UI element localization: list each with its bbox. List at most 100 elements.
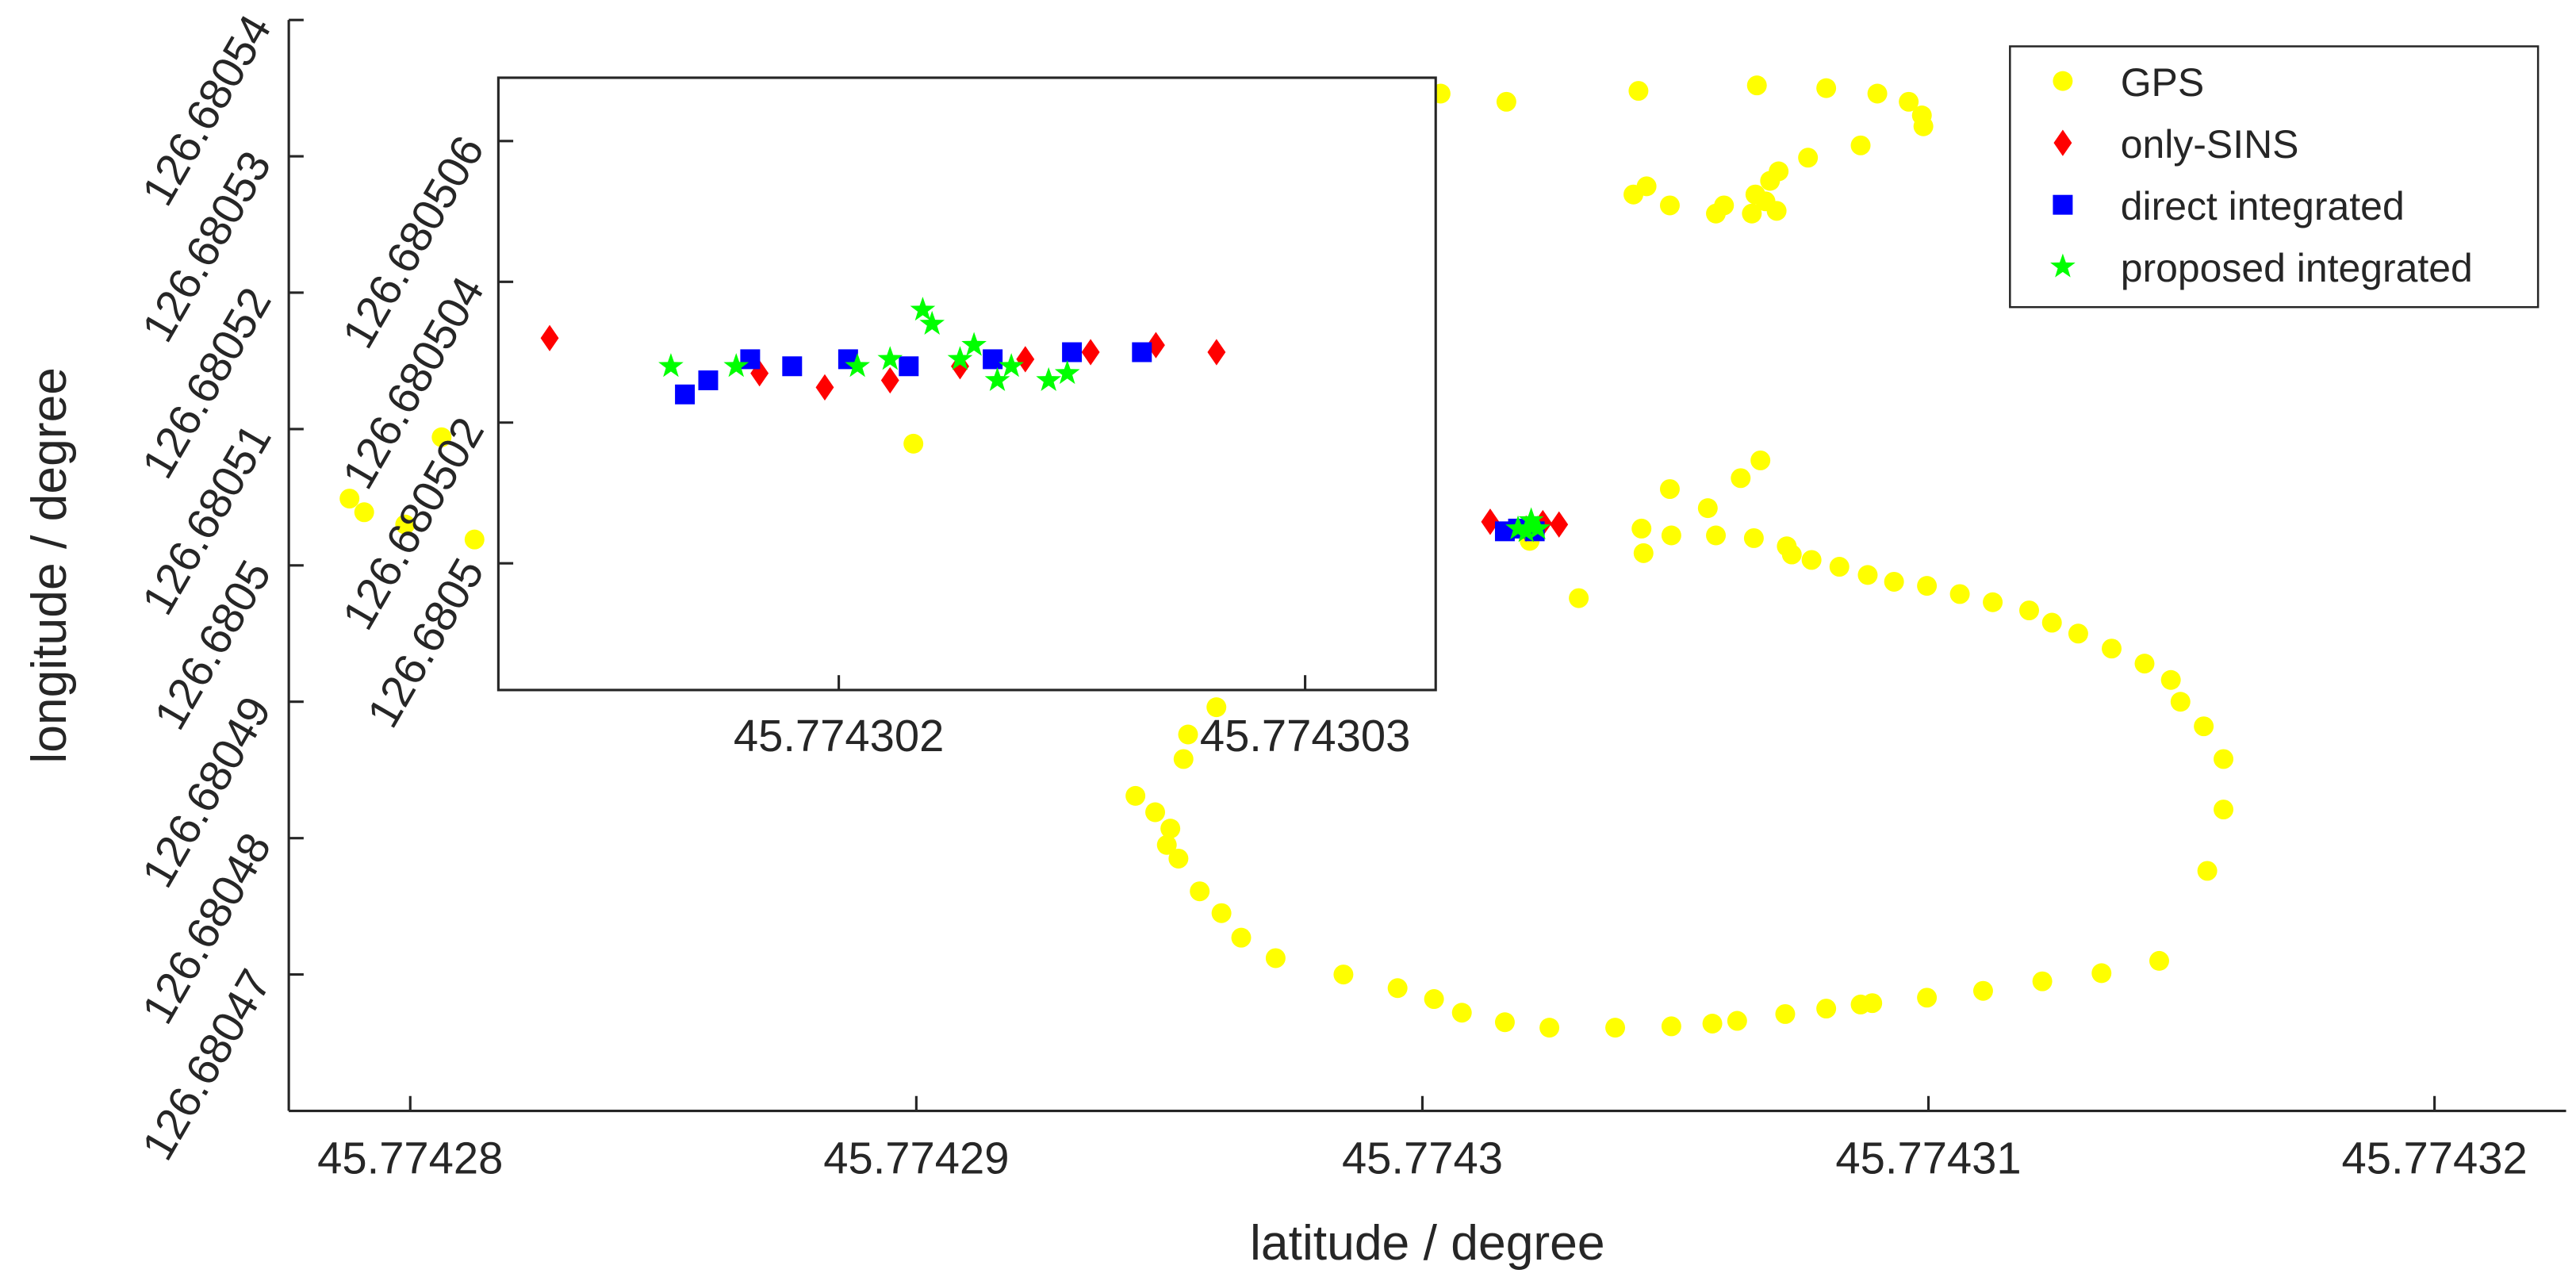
star-point	[845, 353, 870, 378]
gps-point	[2102, 639, 2122, 659]
gps-point	[1706, 203, 1727, 224]
gps-point	[1727, 1011, 1747, 1031]
gps-point	[1231, 927, 1252, 948]
gps-point	[2197, 861, 2218, 881]
gps-point	[1760, 171, 1781, 191]
gps-point	[2214, 800, 2234, 820]
gps-point	[395, 514, 416, 535]
gps-point	[1742, 203, 1762, 224]
gps-point	[2091, 963, 2112, 984]
gps-point	[1917, 576, 1938, 596]
gps-point	[431, 427, 452, 447]
diamond-point	[1481, 508, 1500, 535]
star-point	[1036, 366, 1062, 391]
gps-point	[1857, 565, 1878, 585]
star-point	[910, 297, 936, 321]
gps-point	[903, 433, 924, 454]
gps-point	[1424, 989, 1444, 1010]
gps-point	[1777, 536, 1797, 557]
diamond-point	[1016, 346, 1035, 373]
gps-point	[1206, 697, 1227, 718]
gps-point	[1190, 881, 1210, 902]
gps-point	[1539, 1018, 1560, 1038]
gps-point	[1451, 1003, 1472, 1023]
gps-point	[1949, 584, 1970, 604]
star-point	[999, 353, 1024, 378]
gps-point	[1628, 81, 1649, 102]
gps-point	[1867, 83, 1888, 104]
x-tick-label: 45.7743	[1342, 1133, 1503, 1183]
gps-point	[1755, 191, 1776, 212]
gps-point	[1746, 75, 1767, 96]
gps-point	[1387, 978, 1408, 999]
gps-point	[1816, 999, 1837, 1019]
gps-point	[1125, 785, 1146, 806]
gps-point	[2149, 950, 2169, 971]
gps-point	[1333, 965, 1354, 985]
legend-marker	[2050, 253, 2076, 278]
square-point	[698, 370, 719, 390]
x-tick-label: 45.77429	[823, 1133, 1009, 1183]
square-point	[1132, 342, 1152, 362]
gps-point	[1816, 78, 1837, 98]
x-tick-label: 45.77428	[317, 1133, 503, 1183]
square-point	[1062, 342, 1083, 362]
gps-point	[354, 502, 374, 523]
gps-point	[2194, 716, 2214, 737]
star-point	[919, 310, 945, 336]
gps-point	[1265, 948, 1286, 968]
gps-point	[1156, 834, 1177, 855]
gps-point	[1659, 195, 1680, 216]
x-axis-label: latitude / degree	[1250, 1215, 1605, 1271]
gps-point	[1829, 557, 1850, 577]
x-tick-label: 45.774303	[1200, 711, 1410, 761]
gps-point	[1623, 184, 1644, 205]
gps-point	[1706, 525, 1727, 546]
legend-marker	[2053, 129, 2072, 156]
square-point	[782, 356, 803, 377]
star-point	[1513, 518, 1539, 543]
star-point	[877, 346, 903, 370]
gps-point	[1775, 1003, 1796, 1024]
diamond-point	[540, 324, 559, 351]
gps-point	[1913, 116, 1934, 136]
gps-point	[1145, 802, 1166, 823]
gps-point	[339, 489, 360, 509]
gps-point	[1211, 903, 1232, 923]
gps-point	[1633, 543, 1654, 563]
legend-box	[2009, 45, 2540, 309]
star-point	[947, 346, 973, 370]
gps-point	[1661, 1016, 1681, 1037]
gps-point	[1731, 468, 1751, 489]
gps-point	[1697, 498, 1718, 519]
gps-point	[2041, 612, 2062, 633]
legend-label: proposed integrated	[2121, 246, 2473, 290]
gps-point	[1917, 988, 1938, 1008]
star-point	[961, 332, 987, 356]
gps-point	[1743, 527, 1764, 548]
gps-point	[1659, 479, 1680, 500]
gps-point	[2019, 600, 2039, 621]
gps-point	[1972, 980, 1993, 1001]
star-point	[984, 366, 1010, 391]
gps-point	[1801, 550, 1822, 570]
gps-point	[1160, 819, 1181, 839]
gps-point	[1569, 588, 1589, 608]
square-point	[983, 349, 1003, 370]
gps-point	[1168, 848, 1189, 869]
gps-point	[1661, 525, 1681, 546]
gps-point	[2214, 749, 2234, 769]
gps-point	[1494, 1012, 1515, 1033]
legend-label: direct integrated	[2121, 184, 2405, 228]
diamond-point	[1550, 511, 1569, 538]
star-point	[723, 353, 749, 378]
gps-point	[1884, 571, 1904, 592]
gps-point	[1899, 91, 1919, 112]
gps-point	[1702, 1013, 1723, 1034]
gps-point	[1605, 1018, 1626, 1038]
x-tick-label: 45.774302	[734, 711, 944, 761]
gps-point	[1750, 450, 1771, 470]
gps-point	[1798, 148, 1819, 168]
